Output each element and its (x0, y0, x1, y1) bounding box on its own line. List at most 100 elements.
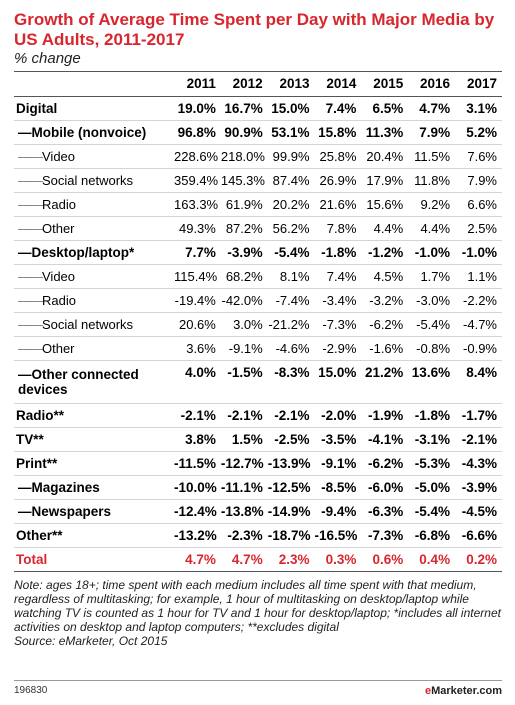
table-row: ——Other 49.3% 87.2% 56.2% 7.8% 4.4% 4.4% 2.5% (14, 216, 502, 241)
table-row: Total 4.7% 4.7% 2.3% 0.3% 0.6% 0.4% 0.2% (14, 547, 502, 572)
value-cell: 4.0% (174, 360, 221, 404)
value-cell: -1.6% (361, 336, 409, 361)
header-row: 2011 2012 2013 2014 2015 2016 2017 (14, 71, 502, 97)
value-cell: -1.0% (408, 240, 456, 265)
row-label: ——Video (14, 144, 175, 169)
table-row: —Magazines -10.0% -11.1% -12.5% -8.5% -6.0% -5… (14, 475, 502, 500)
value-cell: -1.5% (220, 360, 268, 404)
value-cell: 145.3% (220, 168, 268, 193)
value-cell: 3.1% (455, 96, 502, 121)
value-cell: 17.9% (361, 168, 409, 193)
row-label-text: Total (16, 552, 48, 567)
value-cell: 163.3% (174, 192, 221, 217)
value-cell: 4.4% (361, 216, 409, 241)
row-label-text: Mobile (nonvoice) (31, 125, 147, 140)
value-cell: 21.2% (361, 360, 409, 404)
value-cell: 19.0% (174, 96, 221, 121)
value-cell: -9.4% (314, 499, 362, 524)
value-cell: -0.9% (455, 336, 502, 361)
value-cell: 1.5% (220, 427, 268, 452)
value-cell: -19.4% (174, 288, 221, 313)
table-row: ——Radio -19.4% -42.0% -7.4% -3.4% -3.2% -3.0% -… (14, 288, 502, 313)
value-cell: -4.7% (455, 312, 502, 337)
value-cell: 15.6% (361, 192, 409, 217)
value-cell: -6.0% (361, 475, 409, 500)
value-cell: 6.5% (361, 96, 409, 121)
value-cell: -1.9% (361, 403, 409, 428)
value-cell: -2.5% (267, 427, 315, 452)
indent-dash: — (18, 504, 32, 519)
footnote: Note: ages 18+; time spent with each med… (14, 578, 501, 634)
value-cell: -4.1% (361, 427, 409, 452)
column-header-2015: 2015 (361, 71, 409, 97)
value-cell: 11.5% (408, 144, 456, 169)
row-label: —Newspapers (14, 499, 175, 524)
row-label: ——Radio (14, 192, 175, 217)
row-label: ——Social networks (14, 168, 175, 193)
value-cell: -5.0% (408, 475, 456, 500)
value-cell: -4.3% (455, 451, 502, 476)
value-cell: -1.2% (361, 240, 409, 265)
value-cell: -6.6% (455, 523, 502, 548)
source-line: Source: eMarketer, Oct 2015 (14, 634, 168, 648)
value-cell: -5.4% (408, 312, 456, 337)
row-label-text: Desktop/laptop* (31, 245, 135, 260)
value-cell: -13.9% (267, 451, 315, 476)
value-cell: 8.1% (267, 264, 315, 289)
value-cell: 56.2% (267, 216, 315, 241)
value-cell: -2.1% (455, 427, 502, 452)
brand-rest: Marketer.com (431, 685, 502, 697)
indent-dash: —— (18, 197, 43, 212)
value-cell: -3.9% (455, 475, 502, 500)
row-label: —Mobile (nonvoice) (14, 120, 175, 145)
indent-dash: —— (18, 221, 43, 236)
row-label-text: Newspapers (31, 504, 112, 519)
row-label: TV** (14, 427, 175, 452)
row-label: Print** (14, 451, 175, 476)
value-cell: 4.7% (174, 547, 221, 572)
brand-e: e (424, 685, 432, 697)
value-cell: -8.5% (314, 475, 362, 500)
indent-dash: — (18, 367, 32, 382)
value-cell: -6.2% (361, 451, 409, 476)
row-label: Total (14, 547, 175, 572)
value-cell: 20.6% (174, 312, 221, 337)
row-label: ——Social networks (14, 312, 175, 337)
value-cell: -8.3% (267, 360, 315, 404)
value-cell: 6.6% (455, 192, 502, 217)
value-cell: 7.4% (314, 96, 362, 121)
value-cell: -16.5% (314, 523, 362, 548)
value-cell: -4.5% (455, 499, 502, 524)
table-row: —Newspapers -12.4% -13.8% -14.9% -9.4% -6.3% -… (14, 499, 502, 524)
value-cell: -21.2% (267, 312, 315, 337)
value-cell: 359.4% (174, 168, 221, 193)
value-cell: 4.7% (220, 547, 268, 572)
row-label-text: Other** (16, 528, 63, 543)
value-cell: 3.6% (174, 336, 221, 361)
value-cell: -1.0% (455, 240, 502, 265)
indent-dash: —— (18, 317, 43, 332)
value-cell: 218.0% (220, 144, 268, 169)
row-label-text: Video (42, 269, 76, 284)
value-cell: -5.3% (408, 451, 456, 476)
value-cell: -3.4% (314, 288, 362, 313)
row-label-text: Print** (16, 456, 58, 471)
value-cell: 5.2% (455, 120, 502, 145)
value-cell: -18.7% (267, 523, 315, 548)
chart-title: Growth of Average Time Spent per Day wit… (14, 10, 495, 49)
value-cell: 3.0% (220, 312, 268, 337)
corner-cell (14, 71, 175, 97)
value-cell: 20.4% (361, 144, 409, 169)
value-cell: -9.1% (220, 336, 268, 361)
column-header-2013: 2013 (267, 71, 315, 97)
indent-dash: —— (18, 341, 43, 356)
column-header-2017: 2017 (455, 71, 502, 97)
value-cell: 26.9% (314, 168, 362, 193)
row-label-text: Other (42, 341, 75, 356)
row-label-text: Other (42, 221, 75, 236)
value-cell: -7.4% (267, 288, 315, 313)
value-cell: -6.3% (361, 499, 409, 524)
value-cell: -1.7% (455, 403, 502, 428)
table-row: ——Video 115.4% 68.2% 8.1% 7.4% 4.5% 1.7% 1.1% (14, 264, 502, 289)
